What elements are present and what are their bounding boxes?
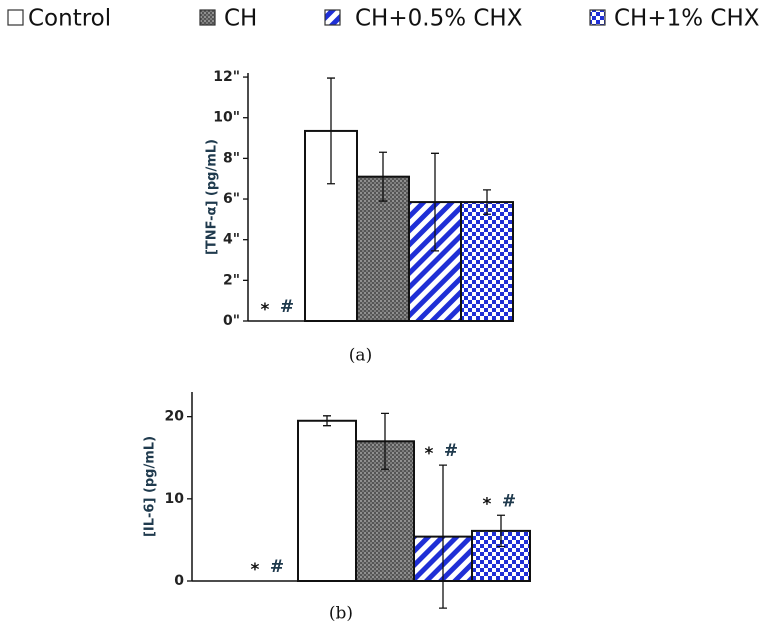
y-axis-label: [TNF-α] (pg/mL) xyxy=(205,139,220,255)
bar xyxy=(297,419,357,582)
legend-label: Control xyxy=(28,6,111,32)
error-bar xyxy=(497,514,505,548)
caption: (b) xyxy=(329,604,353,624)
y-tick-label: 0 xyxy=(174,573,184,589)
error-bar xyxy=(323,415,331,427)
legend-swatch xyxy=(324,9,341,26)
y-tick-label: 12" xyxy=(213,69,240,85)
y-axis-label: [IL-6] (pg/mL) xyxy=(143,436,158,537)
y-tick-label: 4" xyxy=(223,232,240,248)
y-tick-label: 6" xyxy=(223,191,240,207)
legend-label: CH+1% CHX xyxy=(614,6,760,32)
annotation: * xyxy=(261,300,270,320)
annotation: # xyxy=(270,557,284,577)
legend-label: CH xyxy=(224,6,257,32)
caption: (a) xyxy=(349,346,372,366)
annotation: # xyxy=(502,491,516,511)
y-tick-label: 20 xyxy=(165,409,185,425)
annotation: * xyxy=(483,494,492,514)
legend-swatch xyxy=(7,9,24,26)
annotation: # xyxy=(444,441,458,461)
error-bar xyxy=(379,151,387,202)
error-bar xyxy=(483,189,491,215)
error-bar xyxy=(381,412,389,470)
error-bar xyxy=(439,464,447,609)
error-bar xyxy=(327,77,335,185)
legend-label: CH+0.5% CHX xyxy=(355,6,523,32)
annotation: # xyxy=(280,297,294,317)
legend-swatch xyxy=(589,9,606,26)
annotation: * xyxy=(425,444,434,464)
legend-swatch xyxy=(199,9,216,26)
y-tick-label: 10" xyxy=(213,110,240,126)
y-tick-label: 0" xyxy=(223,313,240,329)
y-tick-label: 2" xyxy=(223,272,240,288)
error-bar xyxy=(431,152,439,252)
bar xyxy=(460,201,514,322)
y-tick-label: 10 xyxy=(165,491,185,507)
y-tick-label: 8" xyxy=(223,150,240,166)
annotation: * xyxy=(251,560,260,580)
